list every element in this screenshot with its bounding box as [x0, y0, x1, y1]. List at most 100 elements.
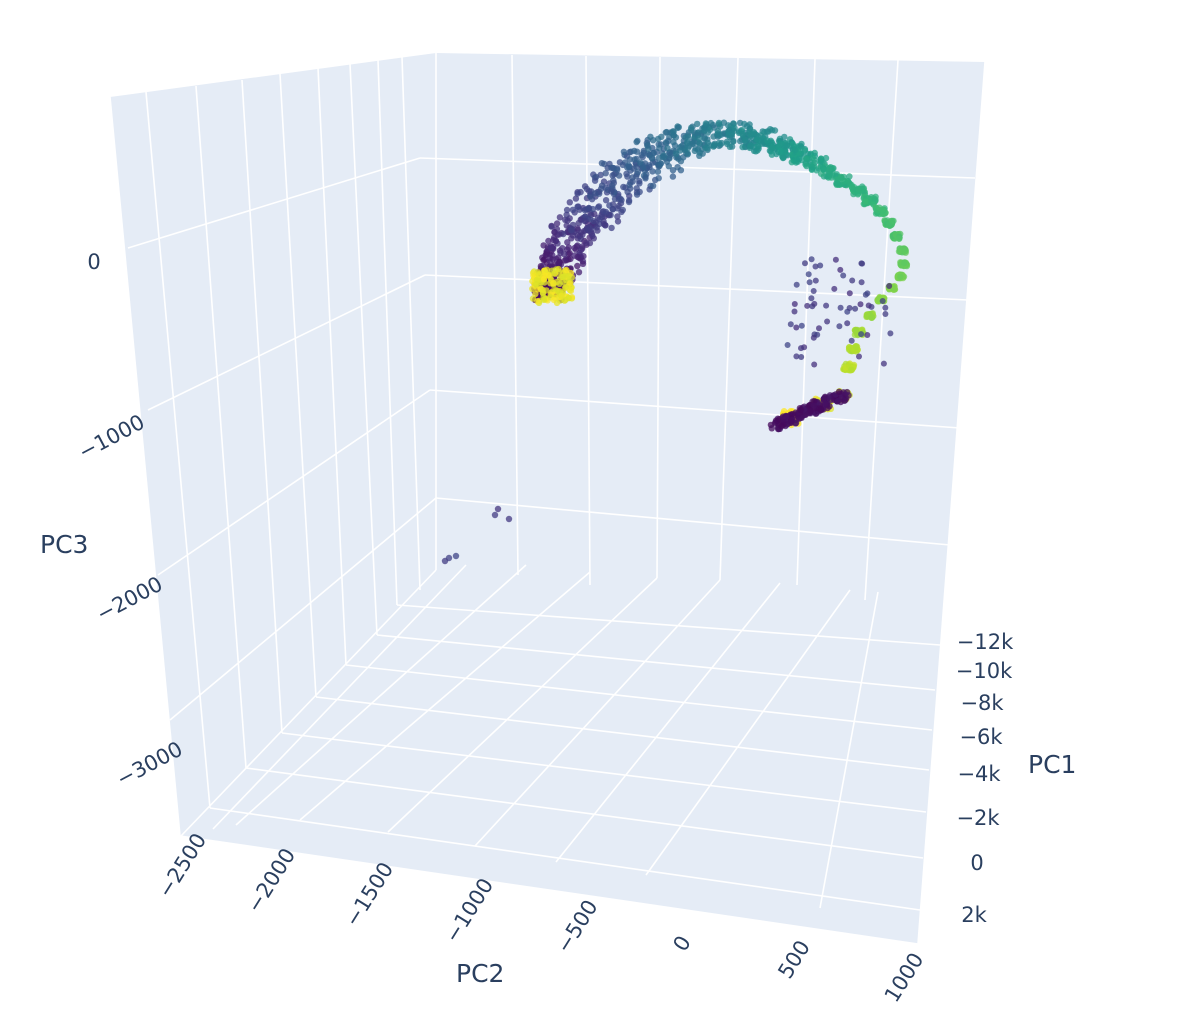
data-point — [581, 217, 588, 225]
data-point — [559, 245, 566, 252]
data-point — [724, 140, 731, 148]
data-point — [833, 180, 841, 188]
data-point — [565, 244, 572, 251]
data-point — [620, 148, 628, 155]
pc2-tick-label: −2500 — [153, 829, 211, 902]
data-point — [779, 413, 787, 420]
data-point — [846, 305, 853, 311]
grid-line-floor — [819, 591, 879, 909]
grid-line-back — [419, 157, 976, 179]
data-point — [574, 203, 581, 210]
data-point — [577, 229, 585, 236]
pc2-axis-title: PC2 — [456, 959, 504, 988]
data-point — [660, 153, 668, 160]
pc3-tick-label: −2000 — [93, 572, 167, 627]
data-point — [566, 199, 573, 206]
data-point — [817, 262, 824, 269]
data-point — [618, 208, 625, 216]
data-point — [843, 388, 851, 396]
data-point — [553, 220, 561, 227]
pc1-tick-label: −4k — [957, 762, 1001, 786]
data-point — [547, 244, 555, 251]
data-point — [624, 188, 631, 196]
data-point — [655, 175, 662, 182]
data-point — [597, 171, 604, 179]
data-point — [543, 266, 551, 273]
data-point — [649, 168, 656, 175]
data-point — [798, 345, 804, 352]
data-point — [887, 330, 894, 337]
pc2-tick-label: −500 — [552, 896, 603, 958]
data-point — [778, 423, 785, 430]
data-point — [574, 253, 581, 261]
data-point — [585, 205, 593, 212]
data-point — [811, 361, 818, 368]
data-point — [811, 300, 818, 307]
data-point — [452, 552, 460, 560]
data-point — [731, 124, 738, 132]
data-point — [701, 127, 708, 134]
data-point — [608, 224, 615, 232]
data-point — [594, 204, 602, 211]
data-point — [798, 140, 805, 148]
data-point — [820, 395, 827, 402]
data-point — [789, 410, 796, 418]
data-point — [853, 343, 860, 350]
data-point — [868, 314, 875, 321]
data-point — [826, 165, 833, 172]
data-point — [730, 138, 737, 145]
data-point — [895, 248, 903, 255]
grid-line-back — [511, 54, 519, 576]
grid-line-left — [401, 56, 421, 591]
pc1-tick-labels: −12k −10k −8k −6k −4k −2k 0 2k — [956, 630, 1014, 927]
data-point — [663, 158, 671, 165]
data-point — [587, 193, 594, 200]
data-point — [694, 146, 702, 153]
data-point — [816, 325, 822, 332]
pc2-tick-label: −2000 — [242, 844, 300, 917]
grid-line-left — [157, 389, 431, 576]
data-point — [556, 259, 563, 266]
data-point — [806, 279, 813, 286]
data-point — [862, 198, 869, 205]
data-point — [832, 256, 839, 263]
data-point — [565, 272, 573, 280]
data-point — [793, 353, 800, 360]
data-point — [561, 297, 568, 304]
data-point — [491, 511, 499, 519]
grid-line-left — [169, 497, 437, 721]
data-point — [572, 195, 580, 202]
data-point — [849, 277, 856, 284]
data-point — [548, 223, 555, 230]
data-point — [751, 130, 758, 137]
data-point — [602, 170, 609, 177]
data-point — [620, 183, 627, 191]
data-point — [807, 407, 814, 415]
data-point — [725, 131, 732, 139]
data-point — [798, 354, 805, 360]
data-point — [546, 254, 554, 262]
data-point — [683, 140, 691, 147]
grid-line-left — [109, 96, 181, 837]
data-point — [563, 206, 571, 214]
data-point — [811, 397, 818, 405]
data-point — [640, 149, 648, 156]
data-point — [669, 173, 677, 180]
data-point — [763, 137, 771, 144]
data-point — [606, 202, 613, 209]
data-point — [715, 139, 723, 147]
pc2-tick-label: 500 — [773, 936, 815, 983]
data-point — [767, 126, 774, 133]
data-point — [571, 244, 578, 252]
data-point — [670, 132, 677, 139]
data-point — [768, 425, 775, 432]
data-point — [837, 304, 844, 311]
data-point — [608, 164, 615, 171]
data-point — [860, 185, 867, 193]
data-point — [539, 286, 546, 293]
data-point — [609, 182, 616, 189]
data-point — [788, 417, 795, 425]
data-point — [564, 239, 571, 246]
